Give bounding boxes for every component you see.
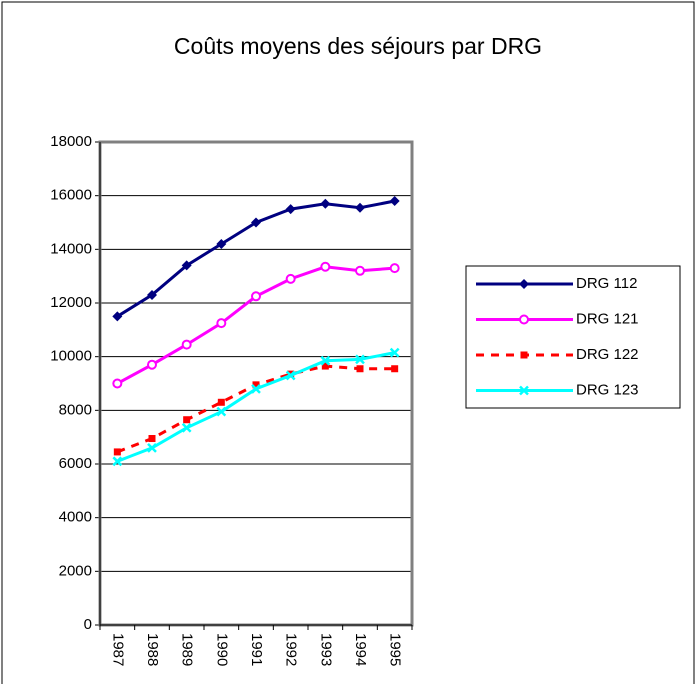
marker (181, 422, 192, 433)
marker (147, 289, 157, 300)
marker (285, 204, 296, 215)
y-tick-label: 0 (84, 616, 92, 633)
marker (147, 359, 157, 370)
marker (285, 370, 296, 381)
legend-label: DRG 122 (576, 346, 639, 363)
marker (216, 238, 227, 249)
y-tick-label: 12000 (50, 294, 92, 311)
x-tick-label: 1988 (144, 633, 161, 666)
marker (389, 196, 400, 207)
y-tick-label: 16000 (50, 187, 92, 204)
y-tick-label: 2000 (59, 562, 92, 579)
x-tick-label: 1990 (213, 633, 230, 666)
marker (251, 291, 261, 302)
y-tick-label: 6000 (59, 455, 92, 472)
legend-marker (520, 351, 528, 359)
marker (252, 381, 260, 389)
legend-marker (519, 385, 529, 396)
marker (183, 416, 191, 424)
marker (321, 362, 329, 370)
y-tick-label: 8000 (59, 401, 92, 418)
marker (355, 354, 365, 365)
x-tick-label: 1994 (352, 633, 369, 666)
legend-label: DRG 112 (576, 275, 637, 292)
marker (391, 365, 399, 373)
marker (217, 398, 225, 406)
marker (355, 202, 365, 213)
marker (320, 355, 331, 366)
x-tick-label: 1991 (248, 633, 265, 666)
y-tick-label: 14000 (50, 240, 92, 257)
legend-marker (519, 279, 529, 289)
marker (355, 265, 365, 276)
legend-box (465, 265, 681, 409)
legend-label: DRG 123 (576, 381, 639, 398)
marker (320, 261, 331, 272)
chart-title: Coûts moyens des séjours par DRG (174, 33, 542, 59)
marker (285, 273, 296, 284)
marker (181, 260, 192, 271)
marker (389, 347, 400, 358)
x-tick-label: 1987 (109, 633, 126, 666)
x-tick-label: 1993 (317, 633, 334, 666)
y-tick-label: 18000 (50, 133, 92, 150)
marker (181, 339, 192, 350)
marker (251, 217, 261, 228)
legend-label: DRG 121 (576, 310, 639, 327)
marker (112, 456, 123, 467)
marker (251, 383, 261, 394)
marker (389, 263, 400, 274)
x-tick-label: 1992 (283, 633, 300, 666)
y-tick-label: 4000 (59, 509, 92, 526)
marker (216, 318, 227, 329)
marker (112, 311, 123, 322)
marker (147, 443, 157, 453)
x-tick-label: 1995 (387, 633, 404, 666)
marker (320, 198, 331, 209)
marker (216, 406, 227, 417)
x-tick-label: 1989 (179, 633, 196, 666)
marker (148, 435, 156, 443)
marker (356, 365, 364, 373)
marker (112, 378, 123, 389)
y-tick-label: 10000 (50, 348, 92, 365)
marker (113, 448, 121, 456)
legend-marker (519, 314, 529, 325)
